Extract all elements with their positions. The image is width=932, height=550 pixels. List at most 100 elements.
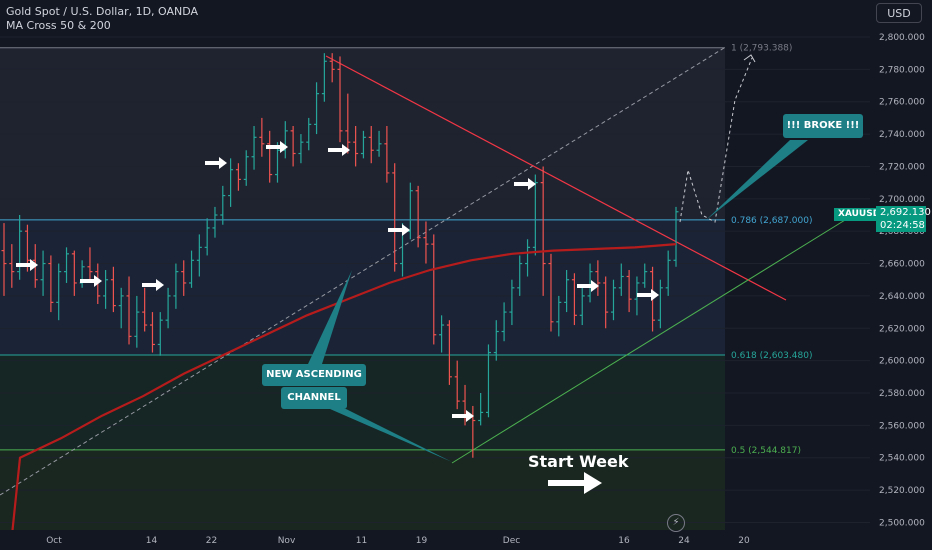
time-tick-label: 16 — [618, 536, 630, 546]
new-ascending-callout[interactable]: NEW ASCENDING — [262, 364, 366, 386]
candle — [384, 125, 390, 183]
ascending-support-line — [451, 211, 859, 464]
arrow-shaft — [16, 263, 30, 267]
arrow-marker-icon — [577, 280, 599, 292]
time-tick-label: 11 — [356, 536, 367, 546]
last-price: 2,692.130 — [880, 207, 931, 218]
candle — [48, 255, 54, 313]
candle — [1, 223, 7, 296]
arrow-shaft — [637, 293, 651, 297]
arrow-shaft — [388, 228, 402, 232]
candle — [157, 312, 163, 356]
fib-label: 0.618 (2,603.480) — [731, 351, 812, 361]
fib-label: 0.786 (2,687.000) — [731, 216, 812, 226]
time-tick-label: 14 — [146, 536, 158, 546]
indicator-label[interactable]: MA Cross 50 & 200 — [6, 19, 111, 32]
candle — [87, 247, 93, 280]
arrow-marker-icon — [514, 178, 536, 190]
time-tick-label: 19 — [416, 536, 428, 546]
arrow-marker-icon — [452, 410, 474, 422]
candle — [376, 130, 382, 157]
ma-line — [10, 243, 677, 536]
candle — [642, 263, 648, 288]
candle — [9, 244, 15, 288]
candles — [1, 53, 679, 458]
time-tick-label: Nov — [278, 536, 296, 546]
last-price-tag: 2,692.130 02:24:58 — [876, 206, 931, 232]
candle — [595, 260, 601, 296]
candle — [321, 53, 327, 102]
channel-callout-tail — [330, 409, 452, 462]
start-week-label: Start Week — [528, 452, 629, 471]
arrow-marker-icon — [266, 141, 288, 153]
currency-button[interactable]: USD — [876, 3, 922, 23]
candle — [493, 320, 499, 361]
candle — [454, 360, 460, 410]
time-tick-label: 22 — [206, 536, 217, 546]
candle — [298, 134, 304, 164]
fib-levels: 1 (2,793.388) 0.786 (2,687.000) 0.618 (2,6… — [0, 44, 812, 456]
time-axis[interactable]: Oct 14 22 Nov 11 19 Dec 16 24 20 — [0, 530, 932, 550]
arrow-head — [30, 259, 38, 271]
broke-callout[interactable]: !!! BROKE !!! — [783, 114, 863, 138]
candle — [509, 279, 515, 326]
candle — [353, 125, 359, 167]
arrow-shaft — [80, 279, 94, 283]
candle — [17, 214, 23, 280]
arrow-shaft — [205, 161, 219, 165]
candle — [181, 260, 187, 296]
arrow-head — [156, 279, 164, 291]
price-tick-label: 2,560.000 — [879, 421, 925, 431]
price-axis[interactable]: 2,500.000 2,520.000 2,540.000 2,560.000 2,58… — [870, 0, 932, 550]
candle — [525, 239, 531, 277]
arrow-head — [651, 289, 659, 301]
time-tick-label: Dec — [503, 536, 520, 546]
candle — [103, 270, 109, 309]
candle — [126, 276, 132, 345]
arrow-marker-icon — [80, 275, 102, 287]
candle — [673, 206, 679, 267]
candle — [485, 344, 491, 418]
price-tick-label: 2,740.000 — [879, 130, 925, 140]
price-tick-label: 2,800.000 — [879, 33, 925, 43]
candle — [189, 250, 195, 288]
symbol-title: Gold Spot / U.S. Dollar, 1D, OANDA — [6, 5, 199, 18]
price-tick-label: 2,600.000 — [879, 357, 925, 367]
candle — [212, 206, 218, 238]
candle — [368, 125, 374, 164]
arrow-head — [584, 472, 602, 494]
arrow-shaft — [142, 283, 156, 287]
candle — [564, 270, 570, 313]
arrow-shaft — [328, 148, 342, 152]
candle — [556, 295, 562, 337]
candle — [228, 158, 234, 207]
candle — [517, 255, 523, 296]
candle — [267, 130, 273, 183]
channel-callout[interactable]: CHANNEL — [281, 387, 347, 409]
arrow-head — [94, 275, 102, 287]
price-axis-bg — [870, 0, 932, 550]
arrow-head — [280, 141, 288, 153]
price-tick-label: 2,680.000 — [879, 227, 925, 237]
candle — [64, 247, 70, 283]
candle — [439, 315, 445, 353]
candle — [173, 263, 179, 309]
lightning-icon[interactable]: ⚡ — [667, 514, 685, 532]
candle — [579, 286, 585, 326]
price-tick-label: 2,500.000 — [879, 518, 925, 528]
candle — [306, 117, 312, 151]
candle — [431, 234, 437, 345]
candle — [204, 218, 210, 256]
callout-tails — [308, 140, 808, 462]
candle — [235, 163, 241, 191]
arrow-shaft — [548, 480, 586, 486]
candle — [71, 250, 77, 296]
candle — [540, 166, 546, 296]
projection-arrowhead — [743, 54, 756, 63]
candle — [587, 263, 593, 303]
time-tick-label: Oct — [46, 536, 62, 546]
candle — [634, 276, 640, 316]
candle — [149, 312, 155, 353]
price-tick-label: 2,760.000 — [879, 98, 925, 108]
